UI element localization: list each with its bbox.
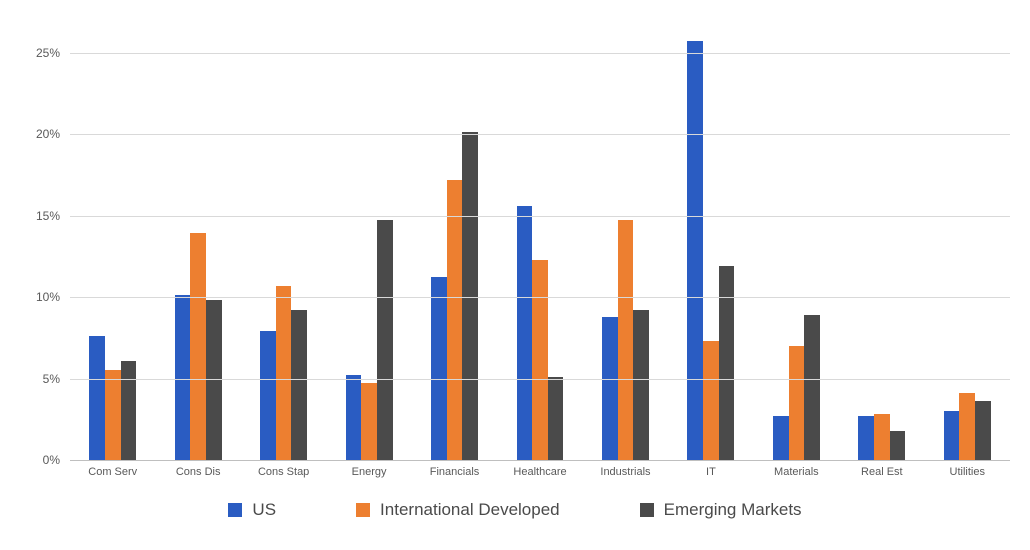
bar: [975, 401, 991, 460]
bar: [89, 336, 105, 460]
legend-swatch-icon: [640, 503, 654, 517]
y-tick-label: 15%: [20, 209, 60, 223]
gridline: [70, 134, 1010, 135]
x-tick-label: Cons Stap: [258, 466, 309, 478]
bar: [773, 416, 789, 460]
x-tick-label: Industrials: [600, 466, 650, 478]
gridline: [70, 379, 1010, 380]
legend-item: US: [228, 500, 276, 520]
gridline: [70, 460, 1010, 461]
bar: [633, 310, 649, 460]
legend-item: International Developed: [356, 500, 560, 520]
bar: [105, 370, 121, 460]
bar: [532, 260, 548, 460]
y-tick-label: 0%: [20, 453, 60, 467]
legend-swatch-icon: [228, 503, 242, 517]
bar: [447, 180, 463, 460]
bar: [687, 41, 703, 460]
bar: [789, 346, 805, 460]
legend-label: International Developed: [380, 500, 560, 520]
bar: [944, 411, 960, 460]
x-tick-label: Cons Dis: [176, 466, 221, 478]
bar: [276, 286, 292, 460]
x-tick-label: Com Serv: [88, 466, 137, 478]
y-tick-label: 20%: [20, 127, 60, 141]
y-tick-label: 10%: [20, 290, 60, 304]
legend-label: US: [252, 500, 276, 520]
y-tick-label: 5%: [20, 372, 60, 386]
gridline: [70, 53, 1010, 54]
bar: [517, 206, 533, 460]
bar: [602, 317, 618, 460]
bar: [959, 393, 975, 460]
legend-swatch-icon: [356, 503, 370, 517]
bar: [703, 341, 719, 460]
x-tick-label: Financials: [430, 466, 480, 478]
y-tick-label: 25%: [20, 46, 60, 60]
bar: [291, 310, 307, 460]
plot-area: [70, 20, 1010, 460]
legend-item: Emerging Markets: [640, 500, 802, 520]
legend: US International Developed Emerging Market…: [0, 500, 1030, 520]
x-tick-label: Energy: [352, 466, 387, 478]
bar: [260, 331, 276, 460]
x-tick-label: Real Est: [861, 466, 903, 478]
bar: [190, 233, 206, 460]
legend-label: Emerging Markets: [664, 500, 802, 520]
x-tick-label: IT: [706, 466, 716, 478]
bar: [890, 431, 906, 460]
gridline: [70, 216, 1010, 217]
bar: [618, 220, 634, 460]
bar: [361, 383, 377, 460]
bar: [121, 361, 137, 460]
x-tick-label: Utilities: [950, 466, 985, 478]
bar: [548, 377, 564, 460]
sector-weights-chart: US International Developed Emerging Market…: [0, 0, 1030, 550]
bar: [346, 375, 362, 460]
bar: [858, 416, 874, 460]
gridline: [70, 297, 1010, 298]
x-tick-label: Healthcare: [513, 466, 566, 478]
bar: [804, 315, 820, 460]
bar: [874, 414, 890, 460]
bar: [719, 266, 735, 460]
bar: [206, 300, 222, 460]
bars-layer: [70, 20, 1010, 460]
bar: [431, 277, 447, 460]
x-tick-label: Materials: [774, 466, 819, 478]
bar: [377, 220, 393, 460]
